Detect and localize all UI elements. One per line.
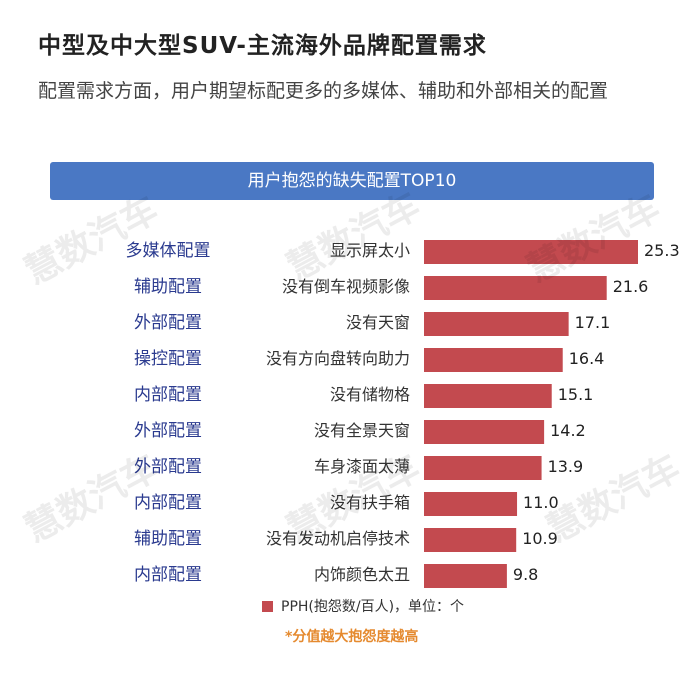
data-label: 11.0 <box>523 493 559 512</box>
category-label: 没有全景天窗 <box>314 421 410 440</box>
group-label: 操控配置 <box>134 349 202 369</box>
bar <box>424 456 542 480</box>
category-label: 没有扶手箱 <box>330 493 410 512</box>
data-label: 25.3 <box>644 241 680 260</box>
data-label: 9.8 <box>513 565 538 584</box>
category-label: 没有天窗 <box>346 313 410 332</box>
group-label: 辅助配置 <box>134 529 202 549</box>
data-label: 15.1 <box>558 385 594 404</box>
category-label: 显示屏太小 <box>330 241 410 260</box>
category-label: 没有方向盘转向助力 <box>266 349 410 368</box>
group-label: 外部配置 <box>134 457 202 477</box>
bar <box>424 348 563 372</box>
page-title: 中型及中大型SUV-主流海外品牌配置需求 <box>38 33 487 59</box>
bar <box>424 312 569 336</box>
page-subtitle: 配置需求方面，用户期望标配更多的多媒体、辅助和外部相关的配置 <box>38 80 609 102</box>
chart-note: *分值越大抱怨度越高 <box>285 629 419 645</box>
group-label: 多媒体配置 <box>126 241 211 261</box>
bar <box>424 276 607 300</box>
data-label: 10.9 <box>522 529 558 548</box>
data-label: 14.2 <box>550 421 586 440</box>
group-label: 内部配置 <box>134 493 202 513</box>
group-label: 外部配置 <box>134 313 202 333</box>
chart-legend: PPH(抱怨数/百人)，单位：个 <box>262 596 464 616</box>
bar <box>424 492 518 516</box>
chart-title-banner: 用户抱怨的缺失配置TOP10 <box>50 162 654 200</box>
data-label: 13.9 <box>548 457 584 476</box>
category-label: 内饰颜色太丑 <box>314 565 410 584</box>
category-label: 没有倒车视频影像 <box>282 277 410 296</box>
category-label: 车身漆面太薄 <box>314 457 410 476</box>
group-label: 辅助配置 <box>134 277 202 297</box>
legend-swatch <box>262 601 273 612</box>
bar <box>424 528 517 552</box>
bar <box>424 240 638 264</box>
category-label: 没有储物格 <box>330 385 410 404</box>
group-label: 内部配置 <box>134 385 202 405</box>
bar <box>424 564 507 588</box>
bar <box>424 420 545 444</box>
category-label: 没有发动机启停技术 <box>266 529 410 548</box>
data-label: 17.1 <box>575 313 611 332</box>
group-label: 外部配置 <box>134 421 202 441</box>
bar <box>424 384 552 408</box>
data-label: 16.4 <box>569 349 605 368</box>
data-label: 21.6 <box>613 277 649 296</box>
group-label: 内部配置 <box>134 565 202 585</box>
legend-label: PPH(抱怨数/百人)，单位：个 <box>281 599 465 615</box>
